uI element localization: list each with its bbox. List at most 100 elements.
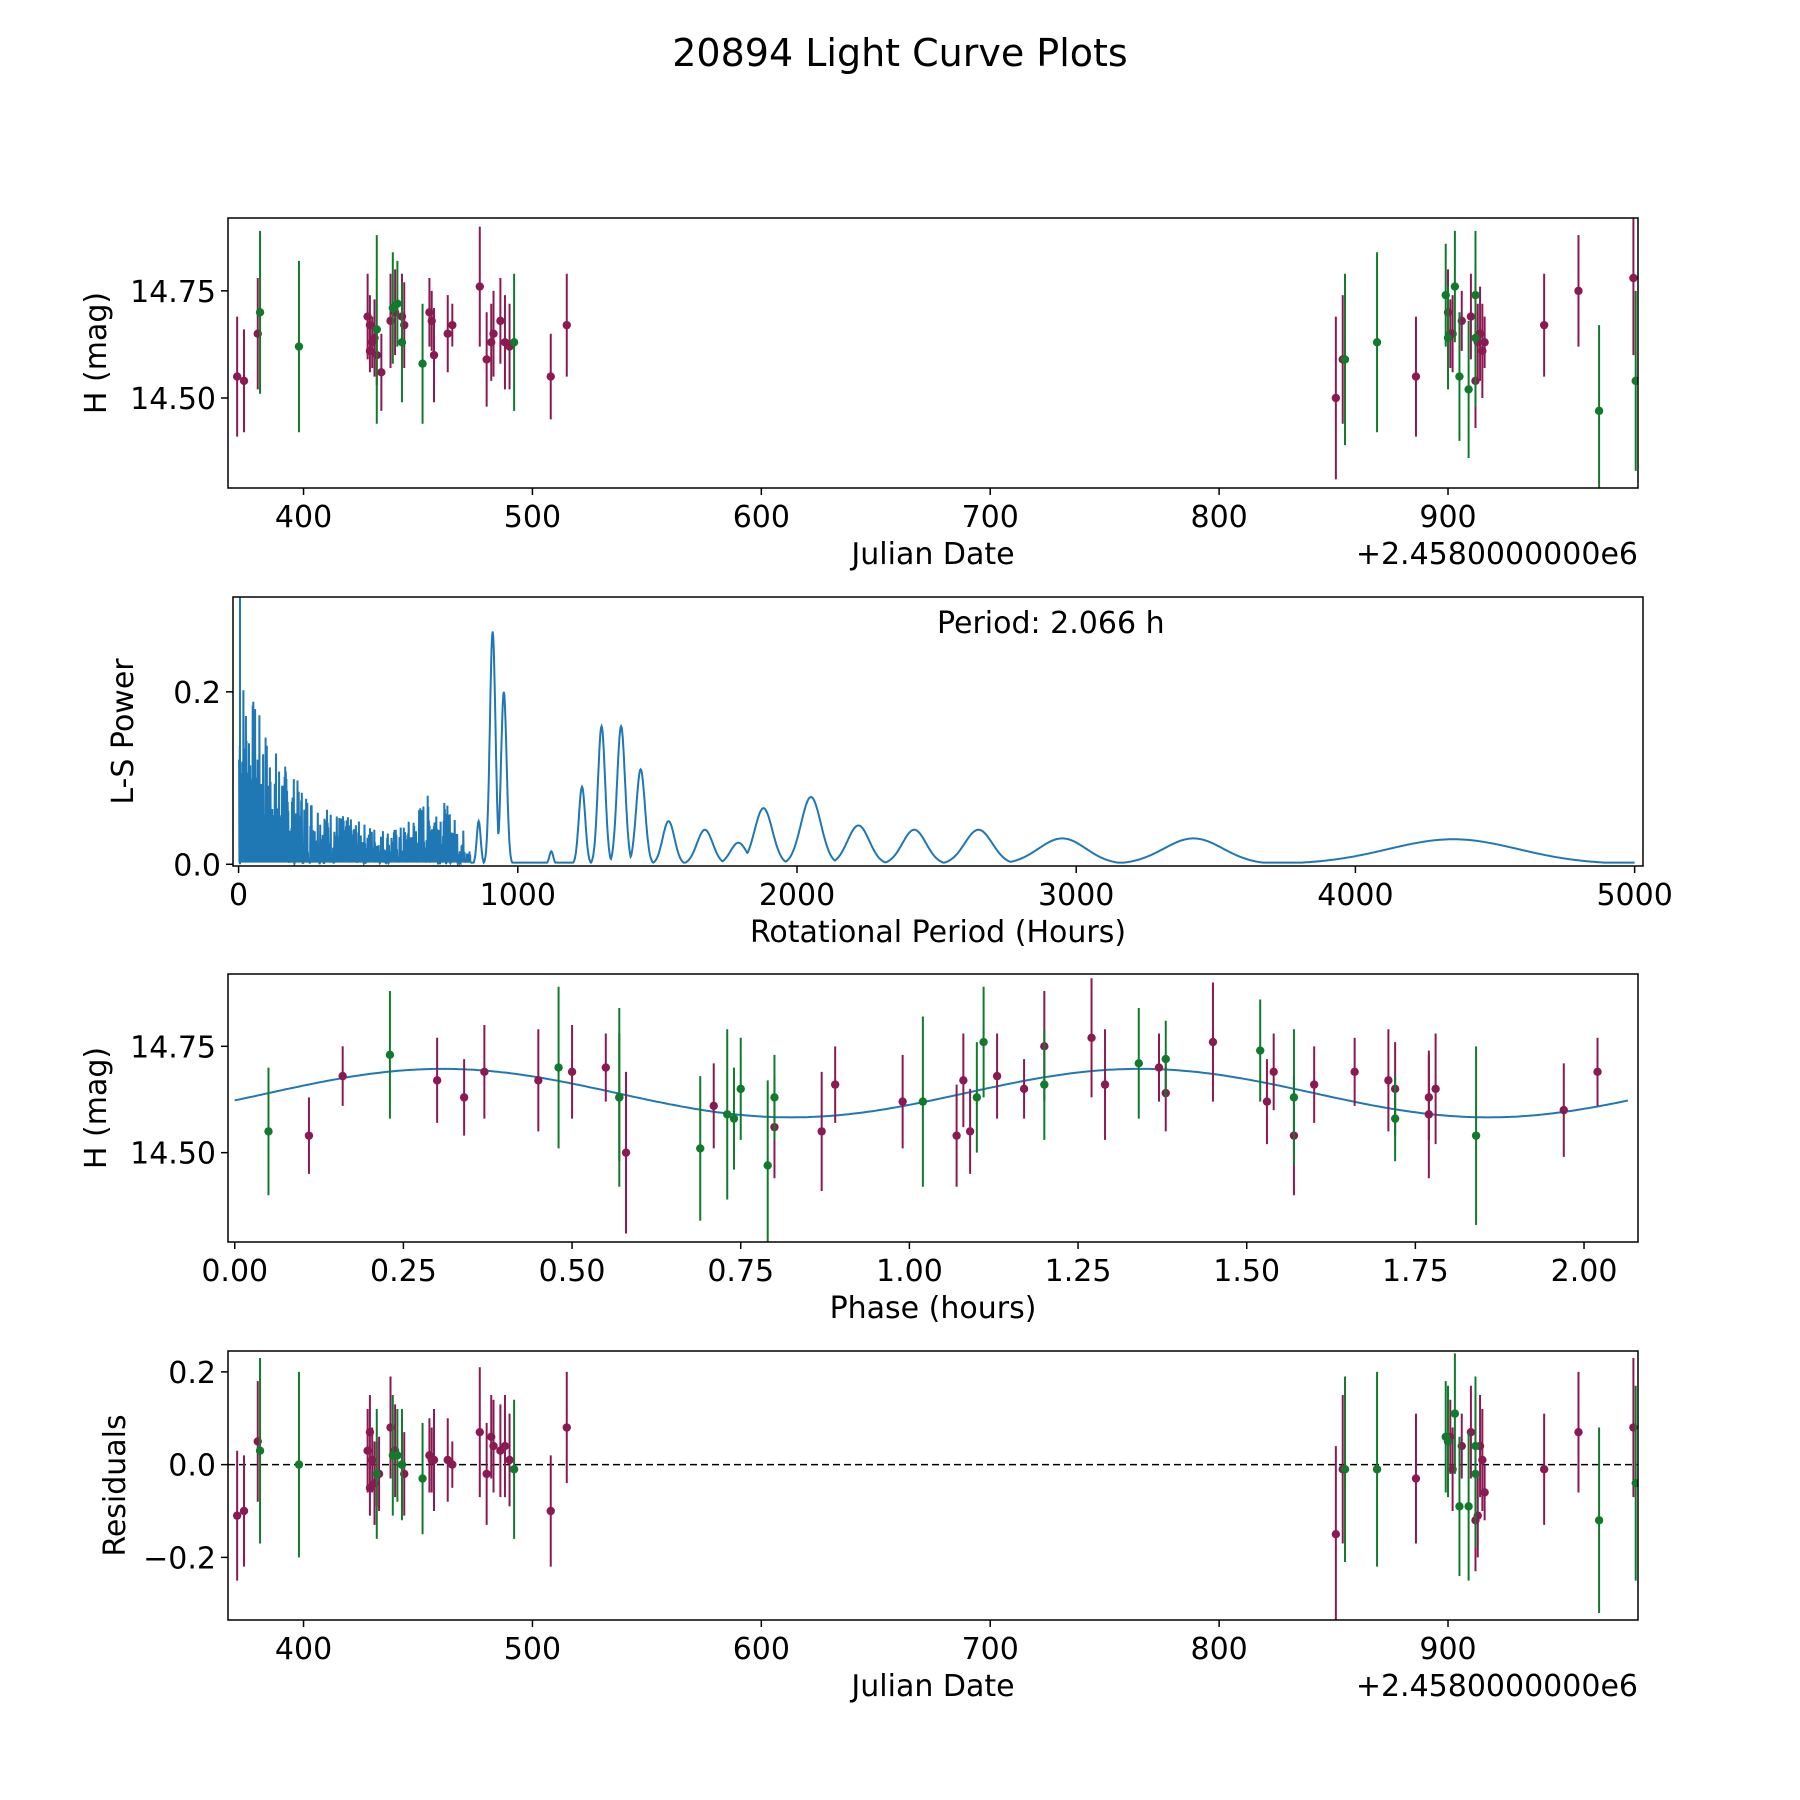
data-point [1424,1093,1434,1102]
data-point [1372,338,1382,347]
data-point [482,355,491,364]
data-point [1464,1502,1473,1511]
data-point [952,1131,961,1140]
data-point [418,1474,427,1483]
x-tick-label: 1000 [480,878,556,913]
data-point [817,1127,826,1136]
data-point [255,1446,265,1455]
axes-frame [227,973,1639,1243]
plot-area [228,1353,1638,1620]
data-point [232,372,242,381]
data-point [1450,282,1460,291]
data-point [255,308,265,317]
data-point [1040,1080,1049,1089]
x-tick-label: 3000 [1038,878,1114,913]
x-tick-label: 0 [229,878,248,913]
x-tick-label: 2.00 [1551,1254,1618,1289]
data-point [1309,1080,1319,1089]
data-point [1471,333,1480,343]
data-point [232,1511,242,1520]
data-point [509,1465,519,1474]
axes-frame [227,1350,1639,1621]
data-point [429,1455,439,1465]
x-tick-label: 400 [275,500,332,535]
x-tick-label: 1.50 [1213,1254,1280,1289]
data-point [1450,1409,1460,1418]
x-tick-label: 600 [733,1632,790,1667]
x-axis-label: Julian Date [849,1669,1014,1704]
y-tick-label: 0.2 [173,676,221,711]
y-tick-label: 14.50 [130,1137,216,1172]
data-point [372,1469,381,1479]
figure-title: 20894 Light Curve Plots [672,31,1127,75]
data-point [1594,1516,1604,1525]
data-point [621,1148,631,1157]
data-point [338,1071,347,1081]
data-point [482,1469,491,1479]
y-axis-label: Residuals [98,1414,133,1556]
data-point [1340,355,1350,364]
data-point [505,1455,514,1465]
data-point [601,1063,610,1072]
data-point [615,1093,624,1102]
data-point [1161,1054,1170,1064]
data-point [1331,393,1341,403]
data-point [1455,1502,1464,1511]
data-point [475,1427,484,1437]
x-tick-label: 500 [504,1632,561,1667]
data-point [1154,1063,1164,1072]
data-point [1464,385,1473,394]
y-axis-label: H (mag) [79,292,114,414]
y-axis-label: L-S Power [106,658,141,805]
data-point [918,1097,928,1106]
data-point [294,342,304,351]
data-point [965,1127,975,1136]
data-point [1593,1067,1602,1077]
data-point [1631,1478,1638,1488]
x-tick-label: 800 [1190,1632,1247,1667]
data-point [294,1460,304,1469]
data-point [385,1050,395,1060]
data-point [397,338,407,347]
data-point [459,1093,469,1102]
data-point [546,1506,555,1516]
data-point [429,350,439,360]
x-offset-label: +2.4580000000e6 [1356,537,1638,572]
data-point [534,1076,543,1085]
data-point [1340,1465,1350,1474]
data-point [1350,1067,1359,1077]
data-point [1443,333,1453,343]
panel-residuals: 400 500 600 700 800 900 0.2 0.0 −0.2 Julian Date R… [98,1350,1639,1704]
data-point [992,1071,1002,1081]
data-point [443,329,452,338]
data-point [554,1063,563,1072]
x-tick-label: 900 [1419,1632,1476,1667]
data-point [489,329,498,338]
data-point [972,1093,982,1102]
data-point [546,372,555,381]
plot-area [238,597,1635,866]
data-point [432,1076,442,1085]
data-point [1471,1469,1480,1479]
x-tick-label: 0.50 [539,1254,606,1289]
data-point [1134,1059,1143,1068]
data-point [562,320,571,330]
ls-power-curve [238,631,1635,866]
data-point [1411,372,1421,381]
data-point [1629,273,1638,283]
plot-area [232,218,1638,488]
data-point [1466,312,1476,321]
x-tick-label: 700 [962,500,1019,535]
axes-frame [232,596,1644,867]
x-tick-label: 2000 [759,878,835,913]
y-tick-label: 0.0 [173,848,221,883]
data-point [489,1441,498,1451]
data-point [239,376,249,386]
data-point [830,1080,840,1089]
y-tick-label: 14.75 [130,1030,216,1065]
panel-phase: 0.00 0.25 0.50 0.75 1.00 1.25 1.50 1.75 2.00 14.5… [79,973,1639,1326]
data-point [1480,1488,1489,1497]
y-tick-label: 0.2 [168,1356,216,1391]
x-tick-label: 4000 [1317,878,1393,913]
